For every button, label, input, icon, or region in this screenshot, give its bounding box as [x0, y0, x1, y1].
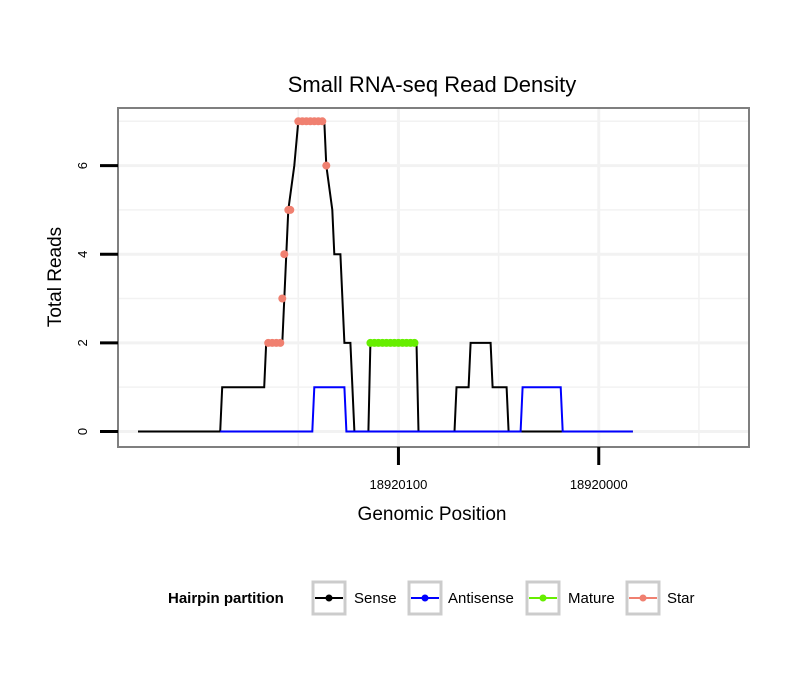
point-star [286, 205, 295, 214]
y-tick-label: 2 [75, 339, 90, 346]
y-axis-title: Total Reads [45, 227, 66, 327]
series-layer [138, 120, 633, 433]
y-tick-label: 6 [75, 162, 90, 169]
chart-title: Small RNA-seq Read Density [288, 72, 577, 97]
plot-background [118, 108, 749, 447]
point-mature [410, 338, 419, 347]
legend-label-sense: Sense [354, 590, 397, 607]
point-star [276, 338, 285, 347]
series-line-sense [138, 120, 633, 433]
axes: 18920100 18920000 0 2 4 6 [75, 162, 628, 492]
series-line-antisense [220, 386, 633, 433]
plot-panel [117, 107, 750, 448]
legend-key-dot [539, 594, 547, 602]
legend-entries: Sense Antisense Mature Star [311, 580, 695, 616]
legend-key-dot [421, 594, 429, 602]
legend-item-star: Star [625, 580, 695, 616]
legend-key-dot [325, 594, 333, 602]
point-star [280, 250, 289, 259]
legend-item-mature: Mature [525, 580, 615, 616]
y-tick-label: 0 [75, 428, 90, 435]
marker-layer [264, 117, 419, 347]
legend-item-antisense: Antisense [407, 580, 514, 616]
plot-border [117, 107, 750, 448]
x-axis-title: Genomic Position [358, 504, 507, 525]
y-tick-label: 4 [75, 251, 90, 258]
legend-title: Hairpin partition [168, 590, 284, 607]
legend-label-star: Star [667, 590, 695, 607]
legend-item-sense: Sense [311, 580, 397, 616]
legend: Hairpin partition Sense Antisense Mature St… [168, 580, 695, 616]
legend-label-mature: Mature [568, 590, 615, 607]
x-tick-label: 18920100 [370, 477, 428, 492]
point-star [318, 117, 327, 126]
legend-label-antisense: Antisense [448, 590, 514, 607]
legend-key-dot [639, 594, 647, 602]
point-star [322, 161, 331, 170]
point-star [278, 294, 287, 303]
x-tick-label: 18920000 [570, 477, 628, 492]
